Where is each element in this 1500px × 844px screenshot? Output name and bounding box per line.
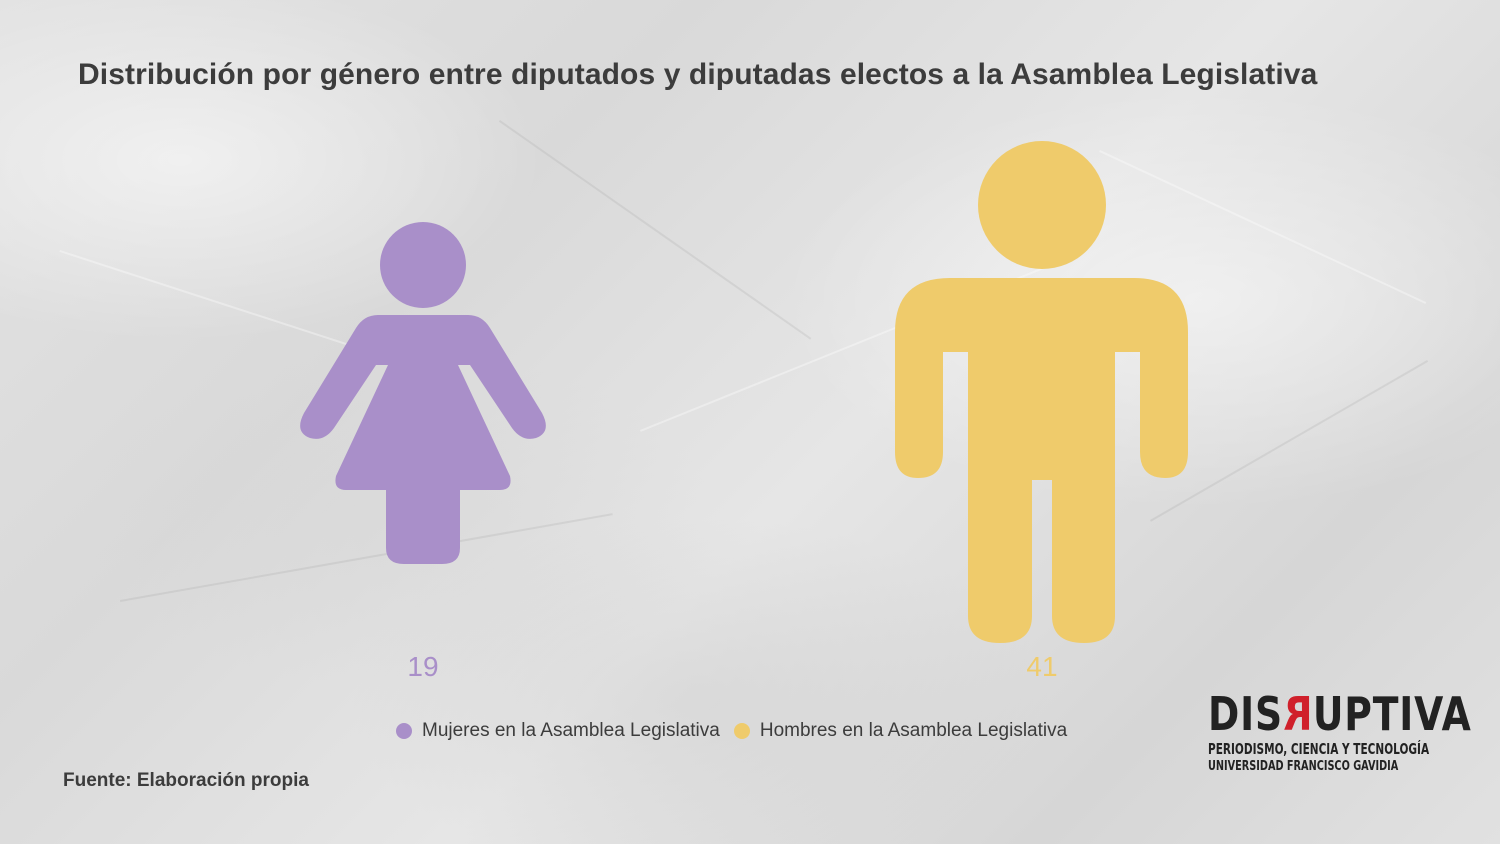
legend-label-men: Hombres en la Asamblea Legislativa [759, 720, 1068, 741]
logo-part-reversed-r: R [1282, 687, 1313, 741]
logo-part: DIS [1208, 687, 1283, 741]
chart-title: Distribución por género entre diputados … [78, 58, 1318, 91]
legend-marker-women [396, 723, 412, 739]
source-note: Fuente: Elaboración propia [63, 770, 309, 791]
man-icon [895, 141, 1188, 643]
woman-icon [300, 222, 546, 564]
logo-tagline: PERIODISMO, CIENCIA Y TECNOLOGÍA [1208, 740, 1430, 758]
logo-wordmark: DISRUPTIVA [1208, 687, 1471, 741]
legend-item-men: Hombres en la Asamblea Legislativa [733, 720, 1068, 742]
legend-label-women: Mujeres en la Asamblea Legislativa [422, 720, 720, 741]
legend-item-women: Mujeres en la Asamblea Legislativa [396, 720, 720, 742]
logo-institution: UNIVERSIDAD FRANCISCO GAVIDIA [1208, 758, 1399, 774]
chart-legend: Mujeres en la Asamblea Legislativa Hombr… [396, 720, 1081, 742]
logo-part: UPTIVA [1312, 687, 1472, 741]
disruptiva-logo: DISRUPTIVA PERIODISMO, CIENCIA Y TECNOLO… [1208, 687, 1471, 774]
data-label-men: 41 [1026, 651, 1058, 682]
data-label-women: 19 [407, 651, 439, 682]
legend-marker-men [733, 723, 750, 739]
